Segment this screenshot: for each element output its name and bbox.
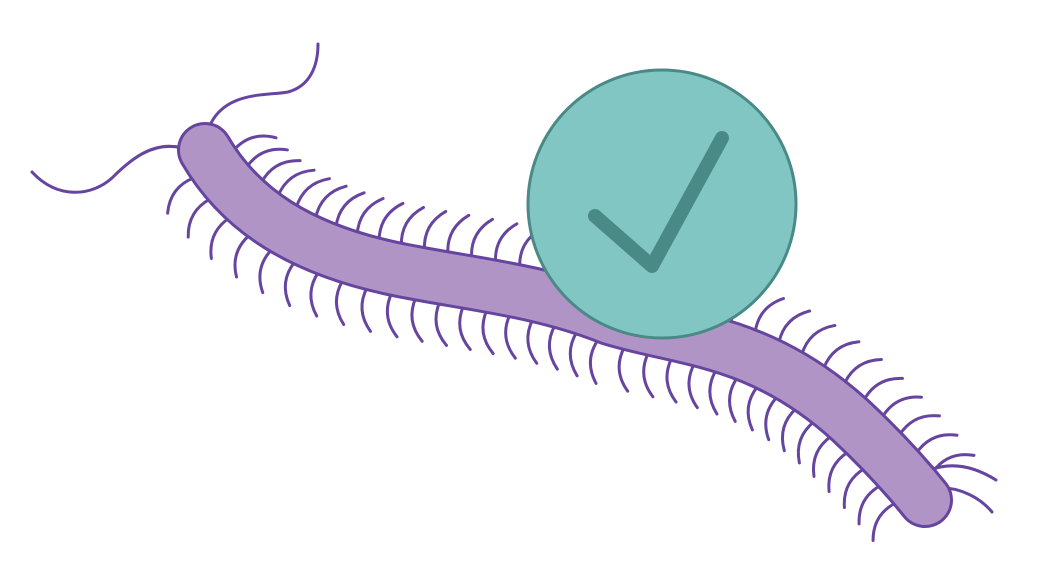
leg-top bbox=[446, 213, 471, 256]
leg-bottom bbox=[458, 304, 472, 351]
leg-bottom bbox=[588, 337, 600, 385]
leg-top bbox=[880, 395, 923, 419]
leg-top bbox=[800, 323, 837, 357]
leg-bottom bbox=[526, 317, 539, 365]
leg-bottom bbox=[764, 394, 780, 442]
leg-top bbox=[259, 159, 302, 184]
leg-top bbox=[914, 433, 959, 455]
antenna-upper bbox=[206, 42, 320, 132]
tail-antenna-upper bbox=[928, 464, 998, 482]
leg-bottom bbox=[642, 351, 655, 399]
leg-top bbox=[897, 414, 941, 437]
leg-top bbox=[334, 191, 366, 229]
leg-top bbox=[470, 217, 494, 260]
leg-bottom bbox=[811, 434, 834, 478]
leg-bottom bbox=[410, 295, 424, 343]
leg-top bbox=[777, 309, 812, 345]
checkmark-icon bbox=[588, 131, 729, 273]
leg-bottom bbox=[687, 361, 699, 410]
leg-top bbox=[355, 197, 385, 236]
leg-bottom bbox=[708, 368, 719, 416]
leg-bottom bbox=[309, 270, 321, 318]
leg-top bbox=[753, 297, 785, 334]
leg-bottom bbox=[746, 384, 760, 432]
leg-bottom bbox=[827, 450, 850, 494]
leg-top bbox=[422, 209, 448, 252]
leg-bottom bbox=[360, 285, 372, 333]
leg-bottom bbox=[780, 406, 798, 453]
leg-bottom bbox=[796, 419, 817, 465]
leg-top bbox=[399, 205, 426, 248]
leg-top bbox=[276, 168, 316, 198]
leg-bottom bbox=[547, 323, 559, 371]
leg-bottom bbox=[209, 216, 231, 260]
legs-bottom bbox=[166, 176, 898, 542]
leg-top bbox=[294, 177, 331, 210]
leg-bottom bbox=[871, 501, 898, 542]
leg-bottom bbox=[728, 375, 740, 423]
leg-top bbox=[822, 340, 861, 371]
check-badge bbox=[526, 68, 798, 340]
leg-top bbox=[232, 134, 278, 152]
leg-bottom bbox=[481, 308, 495, 356]
leg-bottom bbox=[857, 483, 883, 526]
leg-bottom bbox=[568, 330, 579, 378]
leg-bottom bbox=[385, 291, 399, 339]
leg-bottom bbox=[258, 247, 274, 295]
leg-top bbox=[314, 184, 348, 220]
leg-bottom bbox=[233, 233, 252, 279]
antenna-lower bbox=[30, 144, 184, 194]
leg-bottom bbox=[504, 312, 517, 360]
leg-top bbox=[377, 201, 405, 243]
leg-bottom bbox=[334, 278, 346, 326]
leg-bottom bbox=[617, 345, 630, 393]
leg-bottom bbox=[166, 176, 196, 215]
badge-circle bbox=[526, 68, 798, 340]
leg-top bbox=[842, 358, 883, 386]
leg-top bbox=[494, 222, 519, 265]
leg-top bbox=[245, 147, 289, 169]
leg-bottom bbox=[842, 466, 867, 509]
leg-bottom bbox=[434, 300, 449, 347]
leg-bottom bbox=[665, 356, 678, 404]
leg-bottom bbox=[186, 197, 213, 239]
leg-top bbox=[862, 376, 904, 402]
leg-bottom bbox=[283, 260, 297, 308]
